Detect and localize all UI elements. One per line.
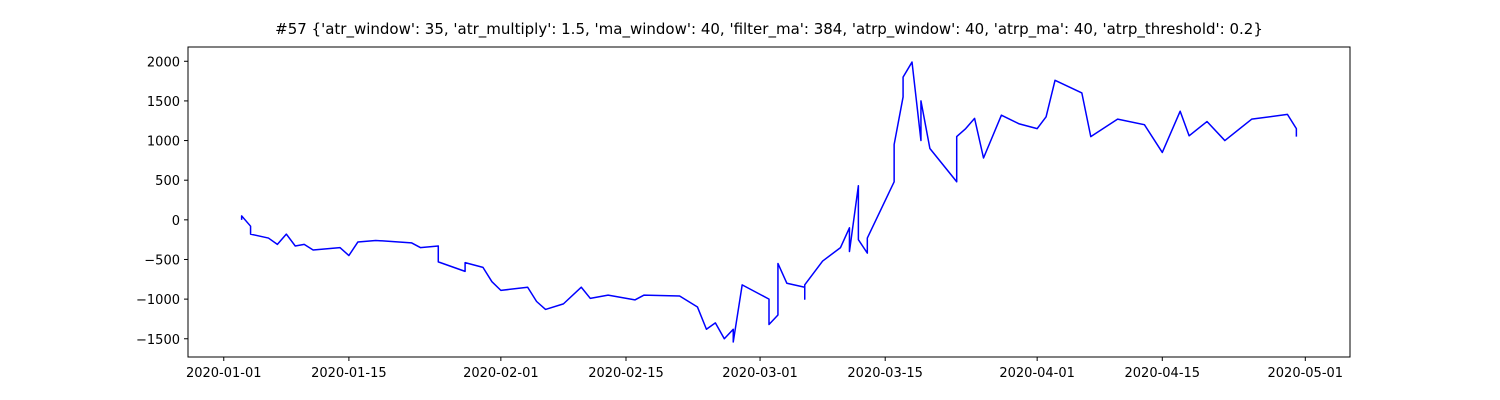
y-tick-label: −500 — [144, 253, 180, 268]
x-tick-label: 2020-04-01 — [999, 366, 1075, 381]
y-tick-label: 2000 — [147, 55, 180, 70]
x-tick-label: 2020-03-01 — [722, 366, 798, 381]
x-tick-label: 2020-04-15 — [1125, 366, 1201, 381]
plot-frame — [187, 46, 1351, 358]
y-tick-label: 500 — [155, 174, 180, 189]
chart-title: #57 {'atr_window': 35, 'atr_multiply': 1… — [275, 20, 1263, 39]
data-line — [240, 61, 1298, 343]
x-tick-label: 2020-03-15 — [847, 366, 923, 381]
y-tick-label: 1500 — [147, 95, 180, 110]
x-tick-label: 2020-01-15 — [311, 366, 387, 381]
x-tick-label: 2020-05-01 — [1268, 366, 1344, 381]
y-tick-label: −1000 — [136, 293, 180, 308]
x-tick-label: 2020-02-01 — [463, 366, 539, 381]
x-tick-label: 2020-01-01 — [186, 366, 262, 381]
y-tick-label: −1500 — [136, 333, 180, 348]
y-tick-label: 0 — [172, 214, 180, 229]
x-tick-label: 2020-02-15 — [588, 366, 664, 381]
y-tick-label: 1000 — [147, 135, 180, 150]
